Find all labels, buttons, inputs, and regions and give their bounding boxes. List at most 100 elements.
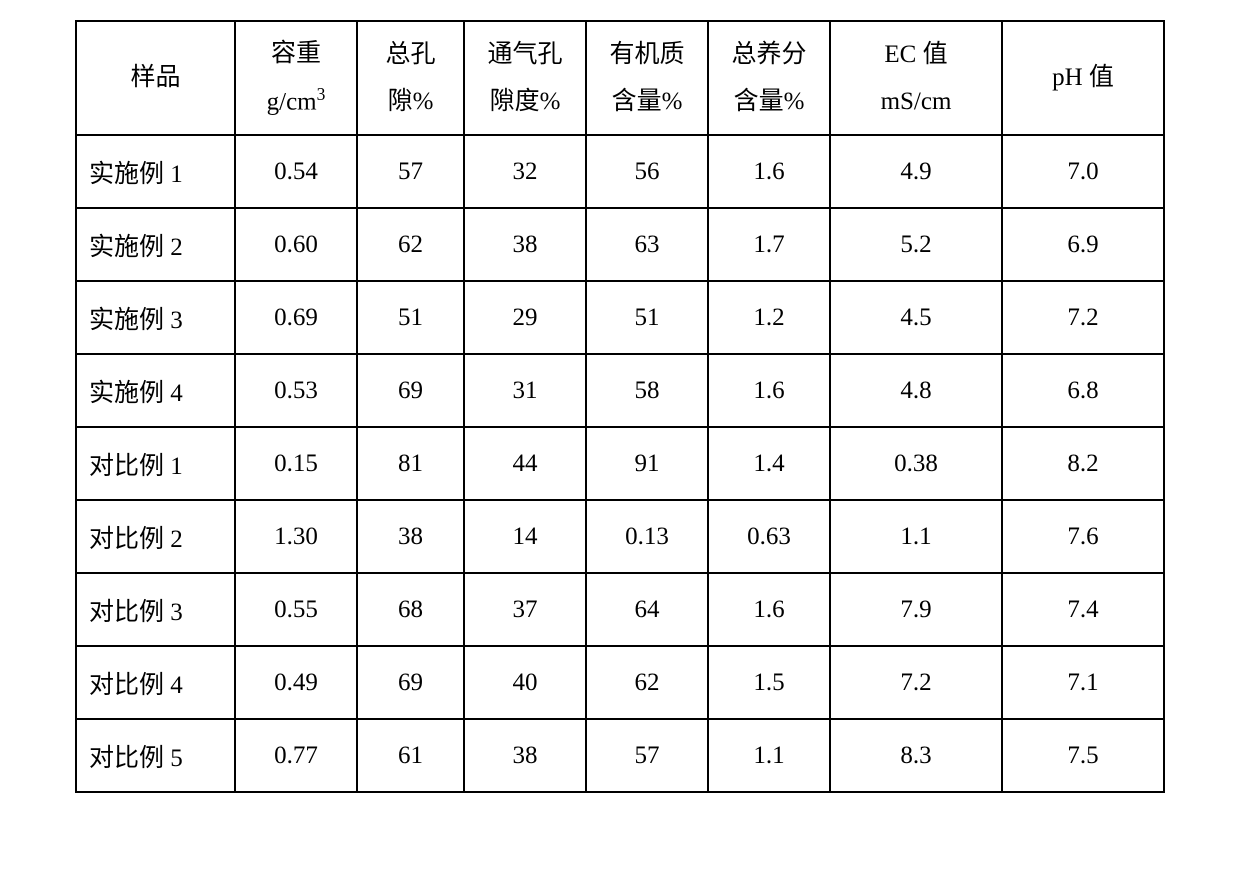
table-row: 实施例 30.695129511.24.57.2: [76, 281, 1164, 354]
cell-aeration: 14: [464, 500, 586, 573]
cell-sample: 对比例 1: [76, 427, 235, 500]
cell-ec: 5.2: [830, 208, 1002, 281]
cell-organic: 0.13: [586, 500, 708, 573]
cell-nutrient: 1.1: [708, 719, 830, 792]
cell-nutrient: 1.2: [708, 281, 830, 354]
cell-sample: 实施例 3: [76, 281, 235, 354]
header-nutrient-line1: 总养分: [731, 31, 806, 79]
cell-ec: 4.5: [830, 281, 1002, 354]
cell-ec: 7.9: [830, 573, 1002, 646]
cell-density: 0.54: [235, 135, 357, 208]
cell-ec: 7.2: [830, 646, 1002, 719]
cell-density: 0.60: [235, 208, 357, 281]
cell-nutrient: 1.6: [708, 573, 830, 646]
cell-sample: 对比例 2: [76, 500, 235, 573]
cell-aeration: 32: [464, 135, 586, 208]
cell-density: 0.53: [235, 354, 357, 427]
cell-organic: 63: [586, 208, 708, 281]
cell-porosity: 38: [357, 500, 464, 573]
cell-organic: 91: [586, 427, 708, 500]
table-row: 实施例 10.545732561.64.97.0: [76, 135, 1164, 208]
data-table: 样品 容重 g/cm3 总孔 隙% 通气孔 隙度%: [75, 20, 1165, 793]
table-body: 实施例 10.545732561.64.97.0实施例 20.606238631…: [76, 135, 1164, 792]
cell-porosity: 68: [357, 573, 464, 646]
cell-nutrient: 1.6: [708, 135, 830, 208]
cell-ph: 7.6: [1002, 500, 1164, 573]
cell-ec: 4.9: [830, 135, 1002, 208]
cell-aeration: 38: [464, 719, 586, 792]
cell-ph: 6.8: [1002, 354, 1164, 427]
header-ph: pH 值: [1002, 21, 1164, 135]
cell-density: 0.69: [235, 281, 357, 354]
header-organic-line1: 有机质: [609, 31, 684, 79]
cell-sample: 实施例 4: [76, 354, 235, 427]
cell-sample: 对比例 4: [76, 646, 235, 719]
header-aeration-line2: 隙度%: [490, 78, 561, 126]
table-row: 对比例 21.3038140.130.631.17.6: [76, 500, 1164, 573]
cell-density: 1.30: [235, 500, 357, 573]
header-aeration-line1: 通气孔: [487, 31, 562, 79]
header-sample: 样品: [76, 21, 235, 135]
cell-organic: 56: [586, 135, 708, 208]
cell-ph: 7.4: [1002, 573, 1164, 646]
cell-density: 0.49: [235, 646, 357, 719]
header-nutrient-line2: 含量%: [734, 78, 805, 126]
cell-organic: 57: [586, 719, 708, 792]
cell-ph: 8.2: [1002, 427, 1164, 500]
cell-ph: 7.5: [1002, 719, 1164, 792]
header-ec: EC 值 mS/cm: [830, 21, 1002, 135]
header-density: 容重 g/cm3: [235, 21, 357, 135]
cell-sample: 实施例 1: [76, 135, 235, 208]
table-row: 对比例 30.556837641.67.97.4: [76, 573, 1164, 646]
table-row: 实施例 20.606238631.75.26.9: [76, 208, 1164, 281]
table-row: 对比例 40.496940621.57.27.1: [76, 646, 1164, 719]
header-porosity: 总孔 隙%: [357, 21, 464, 135]
cell-sample: 对比例 5: [76, 719, 235, 792]
cell-ec: 4.8: [830, 354, 1002, 427]
table-row: 对比例 10.158144911.40.388.2: [76, 427, 1164, 500]
header-density-line1: 容重: [271, 30, 321, 78]
cell-density: 0.55: [235, 573, 357, 646]
header-ph-line1: pH 值: [1052, 54, 1114, 102]
cell-aeration: 40: [464, 646, 586, 719]
header-organic-line2: 含量%: [612, 78, 683, 126]
cell-porosity: 69: [357, 646, 464, 719]
cell-ec: 1.1: [830, 500, 1002, 573]
cell-ph: 7.2: [1002, 281, 1164, 354]
cell-nutrient: 1.7: [708, 208, 830, 281]
cell-aeration: 37: [464, 573, 586, 646]
header-porosity-line1: 总孔: [385, 31, 435, 79]
header-aeration: 通气孔 隙度%: [464, 21, 586, 135]
cell-porosity: 69: [357, 354, 464, 427]
cell-porosity: 61: [357, 719, 464, 792]
header-ec-line2: mS/cm: [881, 78, 952, 126]
cell-nutrient: 1.4: [708, 427, 830, 500]
cell-aeration: 44: [464, 427, 586, 500]
cell-organic: 62: [586, 646, 708, 719]
cell-porosity: 57: [357, 135, 464, 208]
cell-nutrient: 0.63: [708, 500, 830, 573]
header-porosity-line2: 隙%: [388, 78, 434, 126]
header-ec-line1: EC 值: [884, 31, 947, 79]
cell-organic: 51: [586, 281, 708, 354]
cell-ph: 7.1: [1002, 646, 1164, 719]
cell-nutrient: 1.6: [708, 354, 830, 427]
cell-porosity: 51: [357, 281, 464, 354]
cell-sample: 对比例 3: [76, 573, 235, 646]
cell-ph: 6.9: [1002, 208, 1164, 281]
table-row: 对比例 50.776138571.18.37.5: [76, 719, 1164, 792]
cell-organic: 58: [586, 354, 708, 427]
header-sample-line1: 样品: [130, 54, 180, 102]
header-nutrient: 总养分 含量%: [708, 21, 830, 135]
cell-nutrient: 1.5: [708, 646, 830, 719]
header-density-line2: g/cm3: [267, 78, 326, 126]
cell-density: 0.15: [235, 427, 357, 500]
header-row: 样品 容重 g/cm3 总孔 隙% 通气孔 隙度%: [76, 21, 1164, 135]
table-row: 实施例 40.536931581.64.86.8: [76, 354, 1164, 427]
cell-ph: 7.0: [1002, 135, 1164, 208]
cell-sample: 实施例 2: [76, 208, 235, 281]
cell-ec: 0.38: [830, 427, 1002, 500]
cell-ec: 8.3: [830, 719, 1002, 792]
cell-aeration: 38: [464, 208, 586, 281]
table-header: 样品 容重 g/cm3 总孔 隙% 通气孔 隙度%: [76, 21, 1164, 135]
